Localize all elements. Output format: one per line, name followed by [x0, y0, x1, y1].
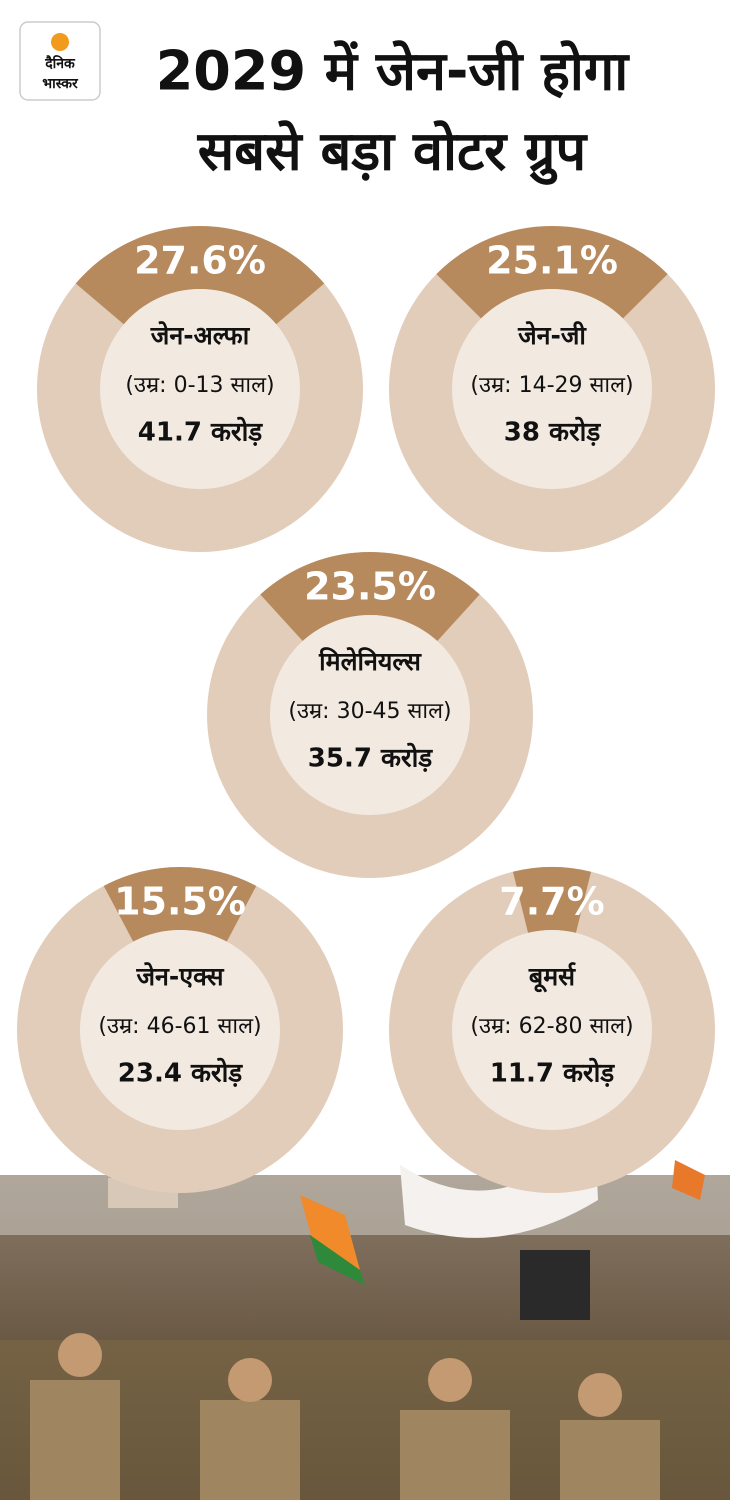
value-label: 25.1% — [486, 239, 618, 283]
age-range: (उम्र: 62-80 साल) — [470, 1014, 633, 1039]
population: 11.7 करोड़ — [490, 1058, 616, 1089]
population: 35.7 करोड़ — [308, 743, 434, 774]
donut-hole — [100, 289, 300, 489]
crowd-photo — [0, 1130, 730, 1500]
title: 2029 में जेन-जी होगा — [156, 40, 631, 103]
group-name: जेन-एक्स — [135, 962, 224, 991]
value-label: 23.5% — [304, 565, 436, 609]
donut-hole — [80, 930, 280, 1130]
logo: दैनिक भास्कर — [19, 21, 101, 101]
population: 41.7 करोड़ — [138, 417, 264, 448]
value-label: 27.6% — [134, 239, 266, 283]
age-range: (उम्र: 46-61 साल) — [98, 1014, 261, 1039]
donut-wedge — [512, 867, 592, 933]
age-range: (उम्र: 0-13 साल) — [125, 373, 274, 398]
population: 23.4 करोड़ — [118, 1058, 244, 1089]
group-name: बूमर्स — [528, 962, 576, 993]
group-name: जेन-अल्फा — [150, 321, 251, 350]
age-range: (उम्र: 14-29 साल) — [470, 373, 633, 398]
group-name: मिलेनियल्स — [318, 647, 422, 676]
donut-hole — [452, 289, 652, 489]
value-label: 7.7% — [499, 880, 604, 924]
donut-wedge — [103, 867, 257, 942]
donut-hole — [270, 615, 470, 815]
age-range: (उम्र: 30-45 साल) — [288, 699, 451, 724]
donut-wedge — [75, 226, 325, 325]
group-name: जेन-जी — [517, 321, 587, 350]
population: 38 करोड़ — [504, 417, 602, 448]
logo-text: दैनिक — [44, 55, 76, 72]
logo-text: भास्कर — [42, 76, 79, 92]
donut-hole — [452, 930, 652, 1130]
value-label: 15.5% — [114, 880, 246, 924]
donut-wedge — [260, 552, 480, 642]
donut-wedge — [436, 225, 668, 319]
title: सबसे बड़ा वोटर ग्रुप — [197, 120, 589, 186]
